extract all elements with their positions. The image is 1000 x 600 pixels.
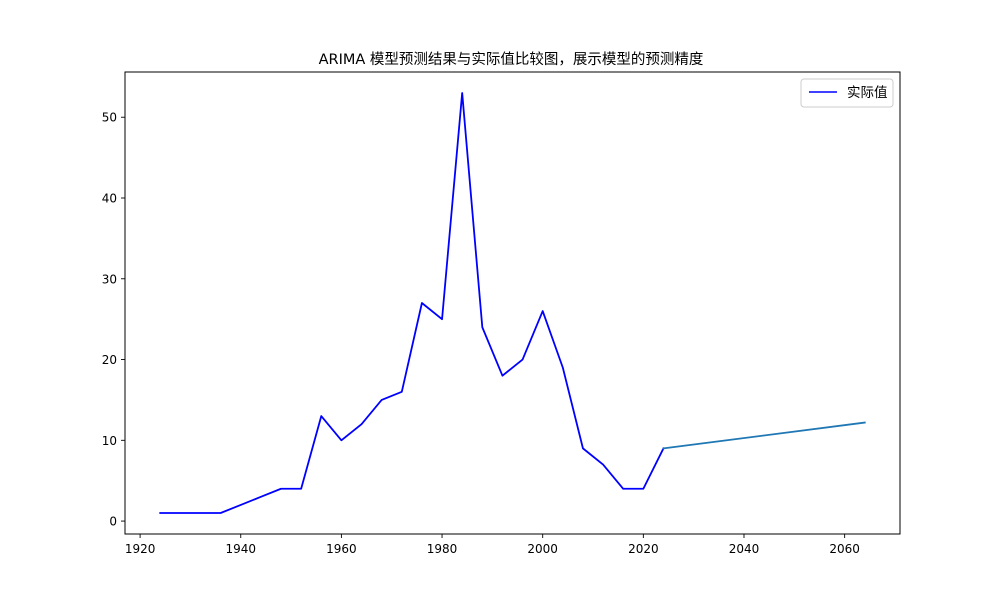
y-tick-label: 10	[102, 434, 117, 448]
y-tick-label: 40	[102, 192, 117, 206]
series-line-actual	[159, 92, 665, 514]
x-tick-label: 1940	[225, 542, 256, 556]
y-tick-label: 0	[109, 515, 117, 529]
x-tick-label: 2040	[729, 542, 760, 556]
x-tick-label: 2000	[527, 542, 558, 556]
legend-label-actual: 实际值	[847, 85, 888, 101]
x-tick-label: 1980	[427, 542, 458, 556]
y-tick-label: 30	[102, 272, 117, 286]
axes-layer: 1920 1940 1960 1980 2000 2020 2040 2060 0 10 20 30 4…	[102, 71, 901, 556]
x-tick-label: 1960	[326, 542, 357, 556]
chart-title: ARIMA 模型预测结果与实际值比较图，展示模型的预测精度	[319, 50, 704, 68]
legend: 实际值	[800, 78, 894, 108]
x-tick-label: 1920	[125, 542, 156, 556]
y-tick-label: 20	[102, 353, 117, 367]
legend-box	[800, 78, 894, 108]
x-tick-label: 2020	[628, 542, 659, 556]
x-tick-label: 2060	[829, 542, 860, 556]
y-tick-label: 50	[102, 111, 117, 125]
series-line-forecast	[662, 421, 866, 450]
series-layer	[159, 92, 866, 514]
plot-frame	[124, 71, 901, 535]
